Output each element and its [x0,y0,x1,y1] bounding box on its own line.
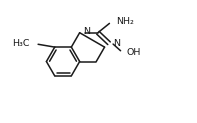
Text: N: N [113,39,120,48]
Text: OH: OH [126,48,141,57]
Text: N: N [83,27,90,36]
Text: H₃C: H₃C [12,39,29,48]
Text: NH₂: NH₂ [116,17,134,26]
